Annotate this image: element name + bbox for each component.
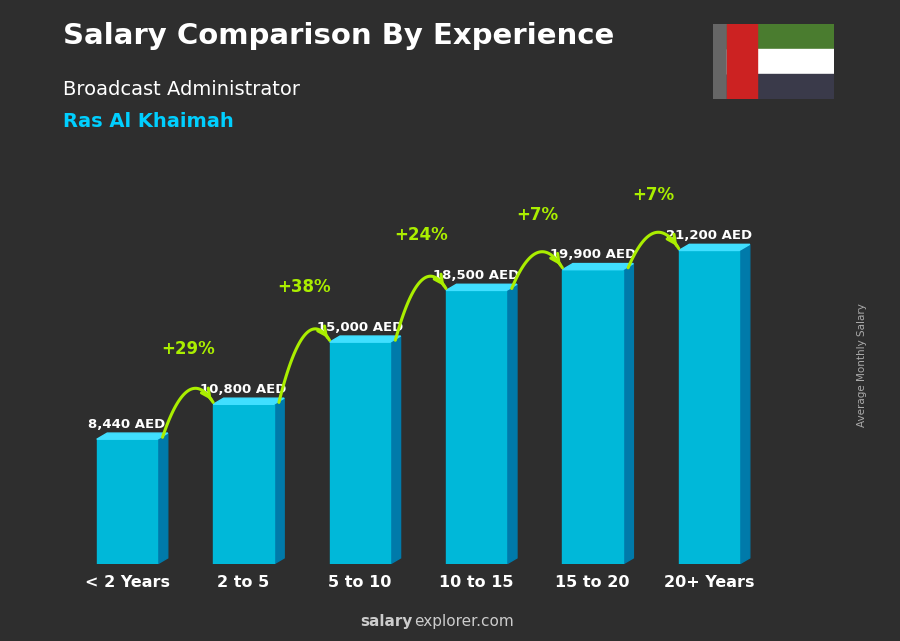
Text: Broadcast Administrator: Broadcast Administrator	[63, 80, 300, 99]
Bar	[727, 49, 834, 74]
Bar	[727, 74, 834, 99]
Polygon shape	[679, 244, 750, 251]
Text: 8,440 AED: 8,440 AED	[88, 418, 166, 431]
Text: +7%: +7%	[516, 206, 558, 224]
Polygon shape	[158, 433, 167, 564]
Polygon shape	[213, 398, 284, 404]
Polygon shape	[329, 336, 400, 342]
Polygon shape	[739, 244, 750, 564]
Text: Ras Al Khaimah: Ras Al Khaimah	[63, 112, 234, 131]
Text: 18,500 AED: 18,500 AED	[433, 269, 519, 282]
Bar	[446, 290, 507, 564]
Bar	[679, 251, 739, 564]
Text: explorer.com: explorer.com	[414, 615, 514, 629]
Polygon shape	[507, 284, 517, 564]
Polygon shape	[274, 398, 284, 564]
Bar	[727, 24, 758, 99]
Bar	[213, 404, 274, 564]
Bar	[329, 342, 390, 564]
Polygon shape	[623, 263, 634, 564]
Bar	[727, 24, 834, 49]
Polygon shape	[97, 433, 167, 439]
Text: 15,000 AED: 15,000 AED	[317, 320, 403, 334]
Text: +7%: +7%	[633, 187, 674, 204]
Polygon shape	[562, 263, 634, 270]
Bar	[562, 270, 623, 564]
Text: +29%: +29%	[161, 340, 215, 358]
Text: Salary Comparison By Experience: Salary Comparison By Experience	[63, 22, 614, 51]
Text: 10,800 AED: 10,800 AED	[200, 383, 286, 396]
Text: Average Monthly Salary: Average Monthly Salary	[857, 303, 868, 428]
Polygon shape	[446, 284, 517, 290]
Bar	[97, 439, 158, 564]
Text: salary: salary	[360, 615, 412, 629]
Text: +38%: +38%	[277, 278, 331, 296]
Text: 19,900 AED: 19,900 AED	[550, 248, 635, 262]
Polygon shape	[390, 336, 400, 564]
Text: 21,200 AED: 21,200 AED	[666, 229, 752, 242]
Text: +24%: +24%	[394, 226, 447, 244]
